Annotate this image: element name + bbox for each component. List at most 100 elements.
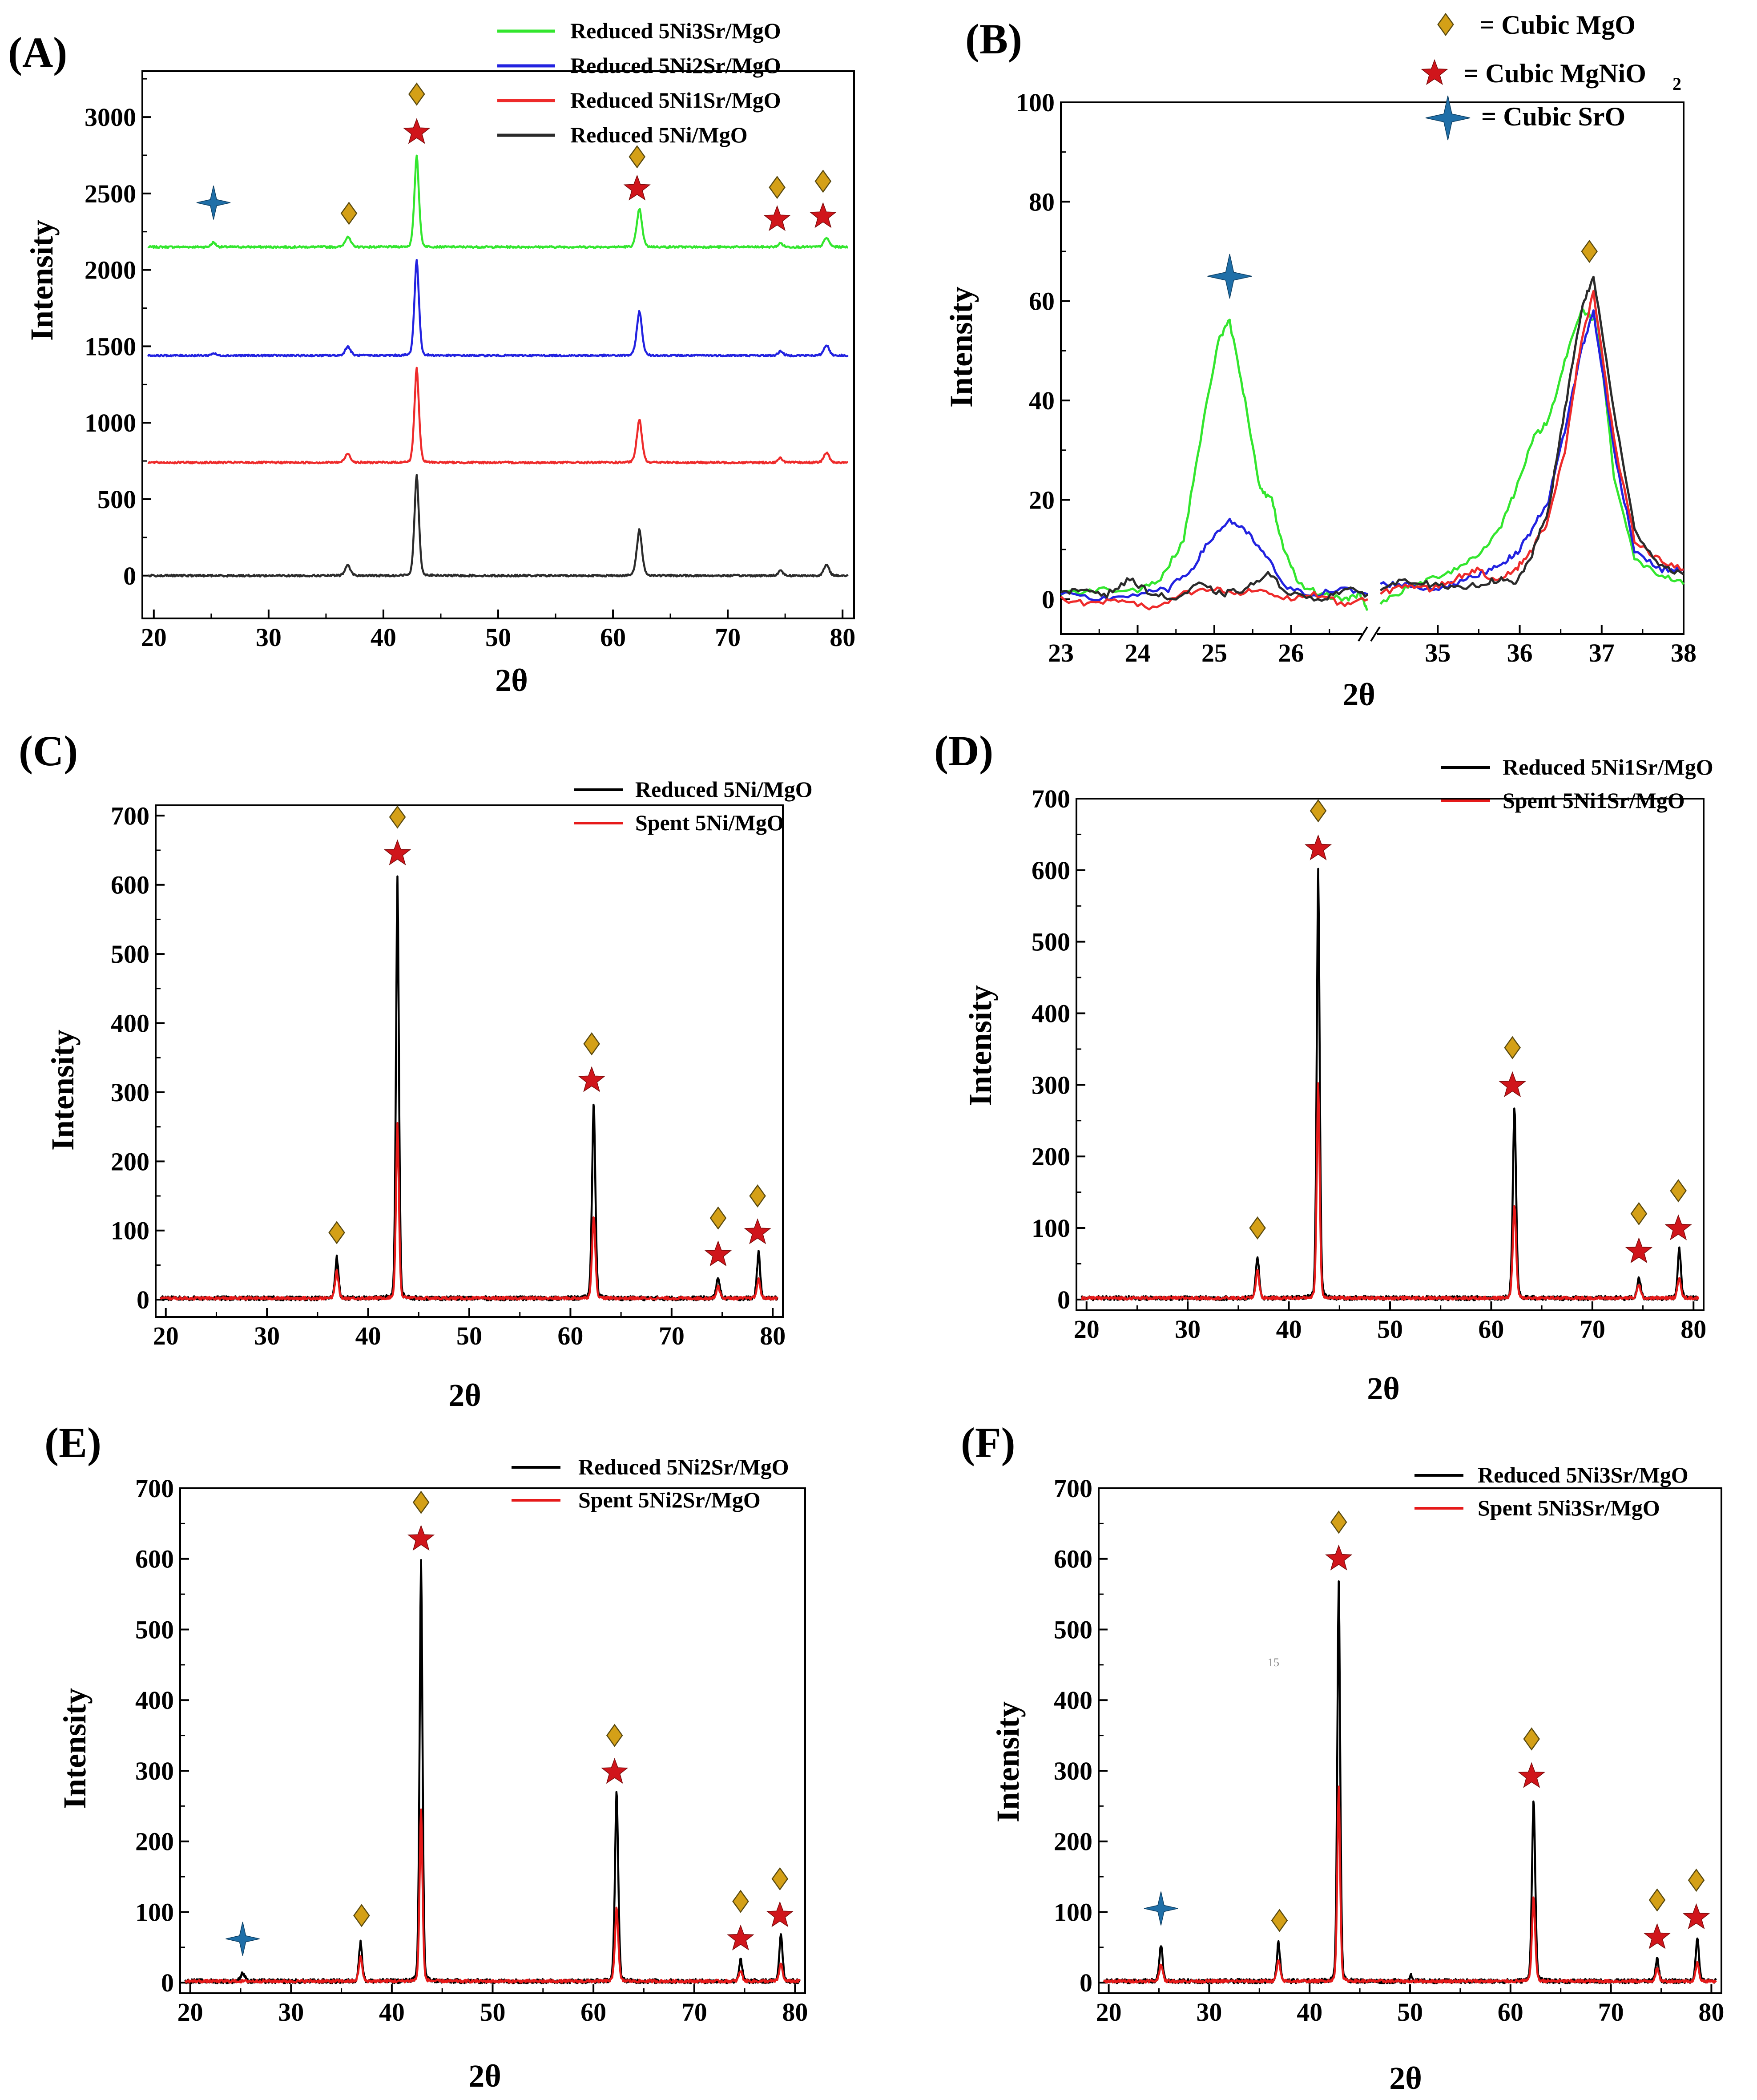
panel-f-ytick-label: 500 (1054, 1615, 1092, 1644)
panel-d-ytick-label: 300 (1032, 1070, 1070, 1099)
panel-c-ytick-label: 200 (111, 1147, 149, 1176)
panel-a-xtick-label: 20 (141, 623, 167, 652)
panel-f-xtick-label: 80 (1698, 1998, 1724, 2027)
panel-f-label: (F) (961, 1419, 1016, 1466)
panel-d-xtick-label: 70 (1580, 1315, 1605, 1344)
panel-d-xlabel: 2θ (1367, 1371, 1400, 1406)
marker-panel-f-mgnio2-5 (1518, 1762, 1545, 1788)
panel-f-ytick-label: 200 (1054, 1827, 1092, 1856)
panel-f-xlabel: 2θ (1389, 2060, 1422, 2096)
panel-e-xtick-label: 20 (177, 1998, 203, 2027)
panel-f-ytick-label: 400 (1054, 1686, 1092, 1715)
panel-d-ytick-label: 500 (1032, 928, 1070, 957)
panel-a-ytick-label: 3000 (85, 103, 136, 132)
marker-panel-e-mgo-2 (412, 1490, 430, 1514)
panel-c-label: (C) (19, 727, 78, 775)
panel-b-legend: = Cubic MgO = Cubic MgNiO 2 = Cubic SrO (1463, 10, 1681, 131)
panel-c-plot-frame (155, 804, 784, 1318)
panel-f-ytick-label: 300 (1054, 1757, 1092, 1785)
legend-f-reduced: Reduced 5Ni3Sr/MgO (1478, 1462, 1688, 1487)
panel-b-xtick-label: 35 (1425, 638, 1451, 667)
panel-b-axis-break-mark (1358, 626, 1368, 642)
panel-c-xtick-label: 60 (557, 1321, 583, 1350)
panel-b-xtick-label: 38 (1671, 638, 1697, 667)
panel-d-ytick-label: 700 (1032, 784, 1070, 813)
legend-b-mgnio2-symbol (1421, 59, 1448, 85)
panel-b-ytick-label: 40 (1029, 386, 1055, 415)
marker-panel-f-mgo-8 (1688, 1868, 1705, 1892)
marker-panel-e-mgo-8 (771, 1867, 789, 1890)
panel-e-plot: 20 30 40 50 60 70 80 0 100 200 300 400 500 600 700 (135, 1474, 808, 2027)
panel-d-xtick-label: 40 (1276, 1315, 1302, 1344)
panel-c-ylabel: Intensity (45, 1030, 81, 1151)
marker-panel-c-mgo-1 (389, 805, 406, 829)
marker-panel-a-mgnio2-5 (623, 174, 651, 201)
panel-f: (F) Intensity 2θ Reduced 5Ni3Sr/MgO Spen… (961, 1419, 1688, 2096)
panel-d-ytick-label: 400 (1032, 999, 1070, 1028)
marker-panel-d-mgo-1 (1310, 799, 1327, 823)
panel-d-plot-frame (1076, 798, 1705, 1311)
legend-a-5ni1sr: Reduced 5Ni1Sr/MgO (570, 88, 781, 113)
panel-a-ytick-label: 2000 (85, 256, 136, 285)
panel-a-ytick-label: 1500 (85, 332, 136, 361)
panel-c-xtick-label: 50 (456, 1321, 482, 1350)
panel-e-series-spent (184, 1808, 801, 1984)
panel-c-ytick-label: 0 (137, 1285, 149, 1314)
panel-a-xtick-label: 70 (715, 623, 741, 652)
marker-panel-f-sro-0 (1144, 1891, 1178, 1926)
panel-b-ytick-label: 80 (1029, 187, 1055, 216)
marker-panel-d-mgo-5 (1630, 1202, 1648, 1226)
panel-e-xtick-label: 80 (782, 1998, 808, 2027)
panel-a-series-reduced-5ni3sr-mgo (147, 154, 848, 249)
marker-panel-a-mgo-6 (769, 175, 786, 199)
marker-panel-f-mgo-1 (1271, 1909, 1288, 1932)
panel-f-ytick-label: 0 (1080, 1968, 1092, 1997)
panel-f-series-reduced (1103, 1580, 1717, 1984)
panel-f-ytick-label: 700 (1054, 1474, 1092, 1503)
panel-c-xlabel: 2θ (448, 1377, 481, 1413)
panel-b-xlabel: 2θ (1342, 677, 1375, 712)
panel-e-ytick-label: 600 (135, 1545, 174, 1574)
marker-panel-b-sro-0 (1207, 254, 1252, 299)
marker-panel-c-mgnio2-6 (704, 1240, 732, 1267)
marker-panel-f-mgnio2-3 (1325, 1544, 1353, 1571)
panel-b-xtick-label: 37 (1589, 638, 1615, 667)
marker-panel-b-mgo-1 (1581, 239, 1598, 263)
legend-d-spent: Spent 5Ni1Sr/MgO (1503, 788, 1685, 813)
panel-b-label: (B) (965, 15, 1022, 63)
stray-annotation: 15 (1268, 1656, 1279, 1669)
panel-f-xtick-label: 40 (1297, 1998, 1322, 2027)
legend-b-sro: = Cubic SrO (1481, 102, 1625, 131)
panel-f-xtick-label: 20 (1096, 1998, 1122, 2027)
panel-f-ylabel: Intensity (990, 1701, 1026, 1822)
panel-e-ytick-label: 200 (135, 1827, 174, 1856)
panel-d-series-spent (1080, 1082, 1699, 1301)
panel-b-ylabel: Intensity (943, 287, 979, 408)
marker-panel-c-mgo-5 (709, 1206, 727, 1230)
panel-e-label: (E) (44, 1419, 101, 1466)
panel-a-ytick-label: 500 (97, 485, 136, 514)
panel-a-series-reduced-5ni-mgo (148, 474, 849, 578)
panel-e-series-reduced (184, 1559, 801, 1984)
panel-f-xtick-label: 30 (1196, 1998, 1222, 2027)
panel-c-ytick-label: 600 (111, 871, 149, 900)
panel-c-xtick-label: 70 (659, 1321, 685, 1350)
panel-b-plot: 23 24 25 26 35 36 37 38 0 20 40 60 80 100 (1016, 12, 1697, 667)
marker-panel-a-mgo-2 (408, 82, 425, 106)
legend-e-reduced: Reduced 5Ni2Sr/MgO (578, 1454, 789, 1479)
panel-d-xtick-label: 20 (1074, 1315, 1100, 1344)
panel-b-ytick-label: 60 (1029, 287, 1055, 316)
marker-panel-e-mgo-1 (353, 1904, 370, 1927)
marker-panel-a-mgo-8 (814, 170, 832, 193)
marker-panel-e-mgo-6 (732, 1890, 749, 1913)
marker-panel-c-mgo-3 (583, 1032, 600, 1056)
marker-panel-c-mgnio2-2 (383, 839, 411, 865)
legend-d-reduced: Reduced 5Ni1Sr/MgO (1503, 755, 1713, 779)
panel-c-ytick-label: 500 (111, 940, 149, 969)
panel-d: (D) Intensity 2θ Reduced 5Ni1Sr/MgO Spen… (934, 727, 1713, 1406)
marker-panel-e-sro-0 (226, 1922, 260, 1956)
panel-d-ytick-label: 600 (1032, 856, 1070, 885)
marker-panel-e-mgnio2-5 (601, 1757, 629, 1784)
panel-a-plot-frame (141, 70, 855, 619)
panel-b-series-reduced-5ni-mgo-right (1379, 275, 1684, 592)
